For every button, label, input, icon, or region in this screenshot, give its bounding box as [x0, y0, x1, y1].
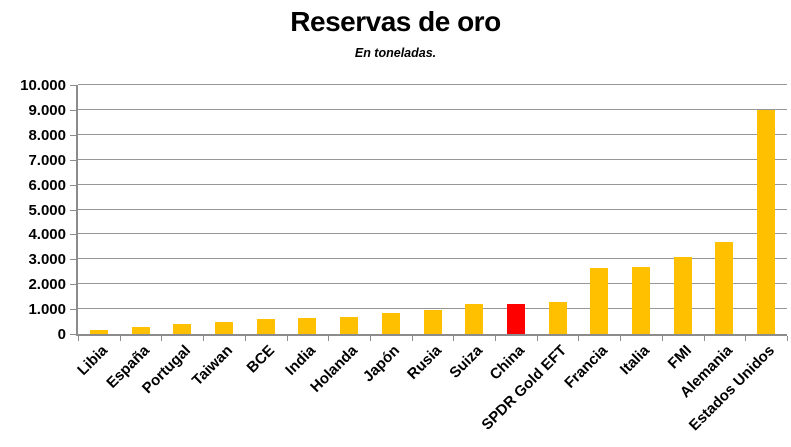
x-axis-tick: [203, 336, 205, 341]
bar-fmi: [673, 257, 692, 334]
gridline-9000: [78, 108, 787, 110]
y-axis-label-1.000: 1.000: [28, 301, 66, 319]
chart-subtitle: En toneladas.: [354, 46, 437, 60]
bar-francia: [590, 268, 609, 334]
y-axis-tick: [70, 184, 76, 186]
gridline-4000: [78, 233, 787, 235]
gridline-7000: [78, 158, 787, 160]
bar-alemania: [715, 242, 734, 334]
bar-holanda: [340, 317, 359, 334]
bar-japon: [381, 313, 400, 334]
bar-rusia: [423, 310, 442, 334]
x-axis-tick: [328, 336, 330, 341]
y-axis-tick: [70, 85, 76, 86]
gridline-2000: [78, 283, 787, 285]
x-axis-tick: [244, 336, 246, 341]
x-axis-tick: [495, 336, 497, 341]
y-axis-tick: [70, 334, 76, 335]
bar-spdr-gold-eft: [548, 302, 567, 334]
x-axis-tick: [578, 336, 580, 341]
bar-italia: [632, 267, 651, 334]
x-axis-tick: [78, 336, 79, 341]
x-axis-tick: [161, 336, 163, 341]
y-axis-tick: [70, 159, 76, 161]
y-axis-label-6.000: 6.000: [28, 176, 66, 194]
y-axis-tick: [70, 284, 76, 286]
x-axis-tick: [661, 336, 663, 341]
x-axis-tick: [286, 336, 288, 341]
bar-india: [298, 318, 317, 334]
x-axis-tick: [369, 336, 371, 341]
x-axis-tick: [119, 336, 121, 341]
plot-area: [76, 84, 787, 336]
bar-bce: [256, 319, 275, 334]
bar-espana: [131, 327, 150, 334]
y-axis-tick: [70, 259, 76, 261]
bar-suiza: [465, 304, 484, 334]
y-axis-label-8.000: 8.000: [28, 126, 66, 144]
bar-china: [506, 304, 525, 334]
y-axis-tick: [70, 309, 76, 311]
chart-title: Reservas de oro: [290, 6, 501, 37]
x-axis-tick: [787, 336, 788, 341]
y-axis-tick: [70, 209, 76, 211]
bar-libia: [89, 330, 108, 334]
x-axis-tick: [745, 336, 747, 341]
y-axis-label-3.000: 3.000: [28, 251, 66, 269]
x-axis-tick: [620, 336, 622, 341]
gridline-8000: [78, 133, 787, 135]
gridline-6000: [78, 183, 787, 185]
x-axis-tick: [703, 336, 705, 341]
x-axis-tick: [536, 336, 538, 341]
gridline-3000: [78, 258, 787, 260]
x-axis-tick: [411, 336, 413, 341]
bar-estados-unidos: [757, 110, 776, 334]
gridline-5000: [78, 208, 787, 210]
y-axis-label-9.000: 9.000: [28, 101, 66, 119]
y-axis-label-7.000: 7.000: [28, 151, 66, 169]
y-axis-tick: [70, 109, 76, 111]
gridline-10000: [78, 84, 787, 85]
x-axis-tick: [453, 336, 455, 341]
y-axis-label-0: 0: [57, 326, 66, 343]
y-axis-label-10.000: 10.000: [20, 77, 66, 94]
bar-taiwan: [214, 322, 233, 334]
y-axis-tick: [70, 234, 76, 236]
gridline-1000: [78, 308, 787, 310]
bar-portugal: [173, 324, 192, 334]
y-axis-label-2.000: 2.000: [28, 276, 66, 294]
y-axis-label-4.000: 4.000: [28, 226, 66, 244]
y-axis-tick: [70, 134, 76, 136]
y-axis-label-5.000: 5.000: [28, 201, 66, 219]
